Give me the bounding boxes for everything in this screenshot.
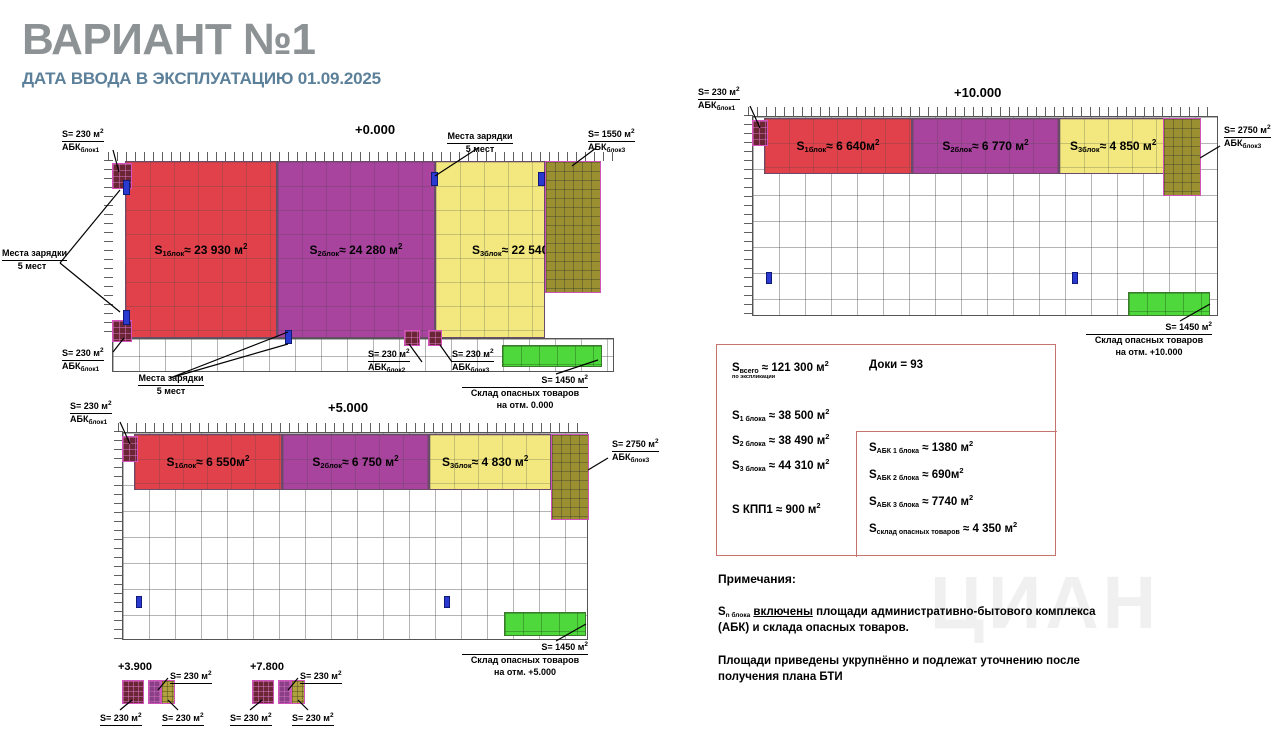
- charge-spot-2-level-10[interactable]: [1072, 272, 1078, 284]
- stat-kpp1: S КПП1 ≈ 900 м2: [732, 501, 821, 516]
- elevation-mark-5: +5.000: [328, 400, 369, 415]
- stat-abk-2: SАБК 2 блока ≈ 690м2: [869, 466, 964, 482]
- callout-mini-left-7800: S= 230 м2: [230, 712, 272, 727]
- charge-spot-2-level-0[interactable]: [123, 310, 130, 325]
- notes-title: Примечания:: [718, 572, 796, 586]
- callout-mini-right-7800: S= 230 м2: [292, 712, 334, 727]
- callout-charge-right-level-0: Места зарядки 5 мест: [447, 131, 513, 155]
- abk-block-3-outline-level-0: [545, 161, 601, 293]
- stats-inner-box: [856, 431, 1057, 557]
- zone-block-1-level-10[interactable]: S1блок≈ 6 640м2: [764, 118, 912, 174]
- charge-spot-3-level-0[interactable]: [285, 330, 292, 344]
- zone-block-2-level-5[interactable]: S2блок≈ 6 750 м2: [282, 434, 429, 490]
- zone-label-block-2-level-0: S2блок≈ 24 280 м2: [309, 241, 403, 258]
- abk-block-3-level-10[interactable]: [1163, 118, 1201, 196]
- stat-block-3: S3 блока ≈ 44 310 м2: [732, 457, 830, 473]
- elevation-mark-10: +10.000: [954, 85, 1002, 100]
- abk-block-2-level-0[interactable]: [404, 330, 420, 346]
- ruler-top-0: [108, 152, 613, 161]
- zone-block-3-level-10[interactable]: S3блок≈ 4 850 м2: [1059, 118, 1181, 174]
- abk-block-3-outline-level-10: [1163, 118, 1201, 196]
- stat-abk-3: SАБК 3 блока ≈ 7740 м2: [869, 493, 974, 509]
- zone-block-2-level-10[interactable]: S2блок≈ 6 770 м2: [912, 118, 1059, 174]
- callout-mini-top-7800: S= 230 м2: [300, 670, 342, 685]
- abk-block-3-outline-level-5: [551, 434, 589, 520]
- abk-block-3-bottom-level-0[interactable]: [428, 330, 442, 346]
- callout-area-text: S= 230 м2: [62, 128, 104, 143]
- mini-block-b-7800[interactable]: [278, 680, 291, 704]
- stat-abk-1: SАБК 1 блока ≈ 1380 м2: [869, 439, 974, 455]
- callout-abk-label: АБКблок1: [62, 142, 100, 155]
- zone-label-block-1-level-10: S1блок≈ 6 640м2: [796, 138, 880, 154]
- charge-spot-4-level-0[interactable]: [431, 172, 438, 186]
- page-subtitle: ДАТА ВВОДА В ЭКСПЛУАТАЦИЮ 01.09.2025: [22, 69, 381, 88]
- stat-docks: Доки = 93: [869, 359, 924, 371]
- callout-abk3-level-5: S= 2750 м2 АБКблок3: [612, 438, 659, 465]
- callout-mini-left-3900: S= 230 м2: [100, 712, 142, 727]
- callout-abk2-level-0: S= 230 м2 АБКблок2: [368, 348, 410, 375]
- hazard-warehouse-level-5[interactable]: [504, 612, 586, 636]
- abk-block-3-right-level-0[interactable]: [545, 161, 601, 293]
- zone-label-block-1-level-5: S1блок≈ 6 550м2: [166, 454, 250, 470]
- header: ВАРИАНТ №1 ДАТА ВВОДА В ЭКСПЛУАТАЦИЮ 01.…: [22, 18, 381, 89]
- zone-block-2-level-0[interactable]: S2блок≈ 24 280 м2: [277, 161, 435, 338]
- abk-block-1-level-10[interactable]: [752, 120, 768, 146]
- notes-paragraph-2: Площади приведены укрупнённо и подлежат …: [718, 654, 1080, 683]
- ruler-top-5: [118, 423, 586, 432]
- stat-block-1: S1 блока ≈ 38 500 м2: [732, 407, 830, 423]
- zone-label-block-3-level-5: S3блок≈ 4 830 м2: [442, 454, 529, 470]
- callout-abk3-level-10: S= 2750 м2 АБКблок3: [1224, 124, 1271, 151]
- page-title: ВАРИАНТ №1: [22, 15, 316, 64]
- elevation-mark-3900: +3.900: [118, 661, 152, 673]
- zone-label-block-1-level-0: S1блок≈ 23 930 м2: [154, 241, 248, 258]
- abk-block-1-bottom-level-0[interactable]: [112, 320, 132, 342]
- stat-hazard: Sсклад опасных товаров ≈ 4 350 м2: [869, 520, 1018, 536]
- abk-block-1-level-5[interactable]: [122, 436, 138, 462]
- callout-hazard-level-0: S= 1450 м2 Склад опасных товаров на отм.…: [462, 374, 588, 411]
- zone-label-block-3-level-10: S3блок≈ 4 850 м2: [1070, 138, 1157, 154]
- callout-abk1-bottom-level-0: S= 230 м2 АБКблок1: [62, 347, 104, 374]
- charge-spot-1-level-5[interactable]: [136, 596, 142, 608]
- callout-hazard-level-5: S= 1450 м2 Склад опасных товаров на отм.…: [462, 641, 588, 678]
- stat-block-2: S2 блока ≈ 38 490 м2: [732, 432, 830, 448]
- hazard-warehouse-level-10[interactable]: [1128, 292, 1210, 316]
- callout-charge-bottom-level-0: Места зарядки 5 мест: [138, 373, 204, 397]
- zone-block-3-level-5[interactable]: S3блок≈ 4 830 м2: [429, 434, 551, 490]
- charge-spot-1-level-0[interactable]: [123, 180, 130, 195]
- zone-block-3-level-0[interactable]: S3блок≈ 22 540 м2: [435, 161, 565, 338]
- notes-section: Примечания: Sn блока включены площади ад…: [718, 572, 1118, 701]
- callout-mini-top-3900: S= 230 м2: [170, 670, 212, 685]
- zone-label-block-2-level-10: S2блок≈ 6 770 м2: [942, 138, 1029, 154]
- elevation-mark-7800: +7.800: [250, 661, 284, 673]
- callout-abk3-bottom-level-0: S= 230 м2 АБКблок3: [452, 348, 494, 375]
- mini-block-b-3900[interactable]: [148, 680, 161, 704]
- charge-spot-2-level-5[interactable]: [444, 596, 450, 608]
- callout-abk1-level-5: S= 230 м2 АБКблок1: [70, 400, 112, 427]
- callout-abk3-right-level-0: S= 1550 м2 АБКблок3: [588, 128, 635, 155]
- charge-spot-1-level-10[interactable]: [766, 272, 772, 284]
- callout-abk1-level-10: S= 230 м2 АБКблок1: [698, 86, 740, 113]
- elevation-mark-0: +0.000: [355, 122, 396, 137]
- charge-spot-5-level-0[interactable]: [538, 172, 545, 186]
- callout-charge-left-level-0: Места зарядки 5 мест: [2, 248, 68, 272]
- stat-total-note: по экспликации: [732, 374, 776, 380]
- mini-block-a-3900[interactable]: [122, 680, 144, 704]
- zone-block-1-level-0[interactable]: S1блок≈ 23 930 м2: [125, 161, 277, 338]
- zone-block-1-level-5[interactable]: S1блок≈ 6 550м2: [134, 434, 282, 490]
- callout-abk1-top-level-0: S= 230 м2 АБКблок1: [62, 128, 104, 155]
- ruler-left-10: [744, 115, 753, 315]
- stats-box: Sвсего ≈ 121 300 м2 по экспликации Доки …: [716, 344, 1057, 557]
- callout-hazard-level-10: S= 1450 м2 Склад опасных товаров на отм.…: [1086, 321, 1212, 358]
- hazard-warehouse-level-0[interactable]: [502, 345, 602, 367]
- mini-block-a-7800[interactable]: [252, 680, 274, 704]
- stat-total: Sвсего ≈ 121 300 м2 по экспликации: [732, 359, 829, 380]
- ruler-top-10: [748, 107, 1216, 116]
- ruler-left-5: [114, 431, 123, 641]
- callout-mini-right-3900: S= 230 м2: [162, 712, 204, 727]
- zone-label-block-2-level-5: S2блок≈ 6 750 м2: [312, 454, 399, 470]
- notes-paragraph-1: Sn блока включены площади административн…: [718, 606, 1096, 635]
